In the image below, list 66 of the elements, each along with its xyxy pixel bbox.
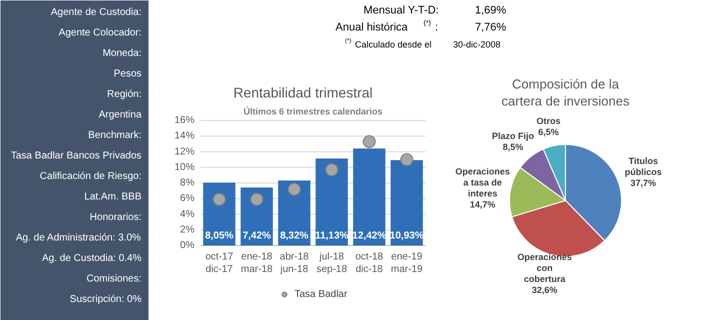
- text: Ag. de Administración: 3.0%: [16, 232, 142, 244]
- data-label: 12,42%: [352, 230, 386, 242]
- data-label: 8,5%: [502, 142, 524, 152]
- text: 1,69%: [475, 4, 506, 16]
- point: [288, 182, 301, 196]
- chart-subtitle: Últimos 6 trimestres calendarios: [243, 106, 383, 116]
- x-tick-label: jul-18 sep-18: [316, 252, 348, 276]
- point: [250, 192, 264, 206]
- x-tick-label: oct-18 dic-18: [355, 252, 384, 276]
- legend-label: Tasa Badlar: [294, 288, 348, 300]
- data-label: 14,7%: [470, 199, 496, 210]
- text: Suscripción: 0%: [70, 294, 142, 305]
- data-label: 10,93%: [390, 230, 424, 242]
- x-tick-label: ene-19 mar-19: [390, 252, 424, 276]
- x-tick-label: oct-17 dic-17: [205, 252, 234, 276]
- text: Honorarios:: [90, 212, 142, 223]
- slice-label: Operaciones a tasa de interes: [455, 166, 510, 198]
- bar: [203, 182, 236, 246]
- point: [400, 153, 414, 166]
- data-label: 32,6%: [532, 285, 558, 296]
- x-tick-label: abr-18 jun-18: [279, 252, 310, 276]
- bar: [353, 148, 386, 246]
- slice-label: Plazo Fijo: [492, 131, 534, 141]
- y-tick-label: 0%: [180, 240, 195, 251]
- chart-title: Rentabilidad trimestral: [233, 84, 373, 100]
- slice-label: Otros: [536, 116, 560, 126]
- y-tick-label: 2%: [180, 224, 195, 236]
- text: Agente Colocador:: [58, 28, 142, 38]
- text: Pesos: [114, 68, 142, 80]
- y-tick-label: 4%: [180, 208, 195, 220]
- text: 7,76%: [475, 22, 506, 34]
- text: Lat.Am. BBB: [84, 192, 142, 202]
- data-label: 8,32%: [280, 230, 309, 242]
- chart-title: Composición de la cartera de inversiones: [502, 76, 630, 109]
- y-tick-label: 6%: [180, 193, 195, 204]
- slice-label: Operaciones con cobertura: [517, 252, 572, 284]
- bar: [278, 180, 310, 246]
- y-tick-label: 10%: [174, 162, 195, 173]
- data-label: 37,7%: [630, 178, 656, 188]
- text: Ag. de Custodia: 0.4%: [42, 253, 142, 264]
- point: [325, 163, 338, 176]
- bar: [390, 160, 423, 246]
- point: [212, 192, 226, 206]
- text: Calificación de Riesgo:: [40, 171, 142, 182]
- text: Benchmark:: [88, 130, 142, 141]
- data-label: 7,42%: [242, 230, 272, 242]
- text: Mensual Y-T-D:: [364, 4, 439, 16]
- bar: [316, 158, 348, 246]
- slice-label: Titulos públicos: [624, 156, 662, 178]
- data-label: 8,05%: [205, 230, 234, 242]
- text: Argentina: [98, 110, 142, 120]
- y-tick-label: 16%: [174, 115, 195, 126]
- point: [362, 135, 376, 148]
- data-label: 11,13%: [315, 230, 349, 242]
- bar: [240, 188, 273, 246]
- text: Tasa Badlar Bancos Privados: [10, 150, 142, 162]
- text: Moneda:: [102, 48, 142, 59]
- text: 30-dic-2008: [453, 40, 501, 50]
- text: Región:: [107, 89, 142, 100]
- y-tick-label: 8%: [180, 178, 195, 188]
- data-label: 6,5%: [538, 126, 559, 137]
- y-tick-label: 12%: [174, 146, 195, 158]
- text: Comisiones:: [86, 274, 142, 284]
- y-tick-label: 14%: [174, 130, 195, 142]
- text: Agente de Custodia:: [50, 7, 142, 18]
- x-tick-label: ene-18 mar-18: [240, 252, 274, 276]
